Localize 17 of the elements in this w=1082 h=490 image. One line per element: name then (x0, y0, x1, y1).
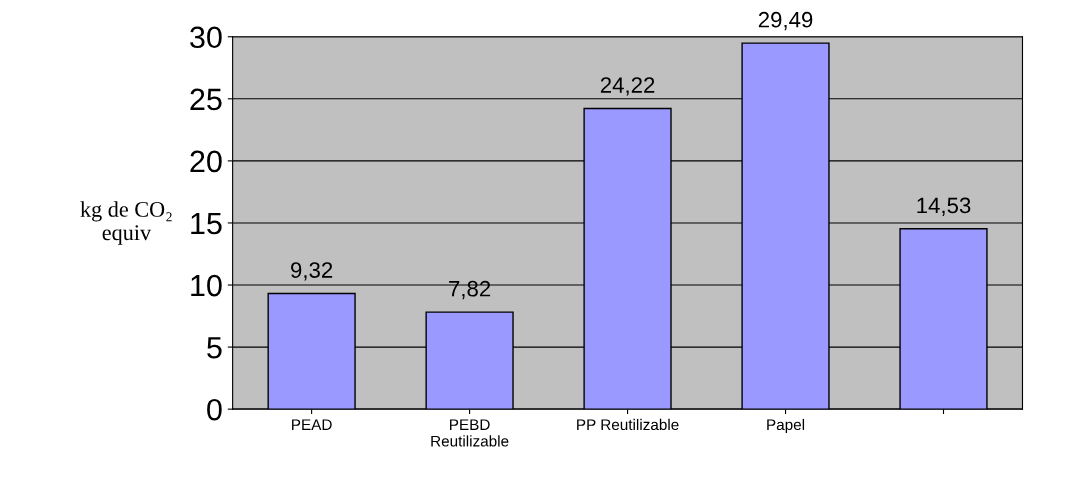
y-axis-title: kg de CO₂ equiv (80, 201, 172, 245)
y-tick-label: 20 (190, 150, 222, 173)
y-tick-label: 5 (207, 337, 222, 359)
data-label: 29,49 (758, 11, 813, 31)
data-label: 9,32 (291, 262, 333, 281)
x-tick-label: PEAD (292, 419, 332, 430)
data-label: 24,22 (600, 77, 655, 96)
x-tick-label: PP Reutilizable (577, 418, 679, 431)
y-tick-label: 10 (191, 274, 222, 297)
y-tick-label: 30 (190, 26, 222, 49)
data-label: 7,82 (449, 280, 491, 300)
y-tick-label: 25 (190, 88, 222, 111)
data-label: 14,53 (917, 197, 971, 216)
x-tick-label: Papel (767, 418, 805, 434)
x-tick-label: PEBD Reutilizable (431, 419, 509, 447)
y-tick-label: 0 (207, 398, 222, 421)
y-tick-label: 15 (191, 213, 222, 235)
